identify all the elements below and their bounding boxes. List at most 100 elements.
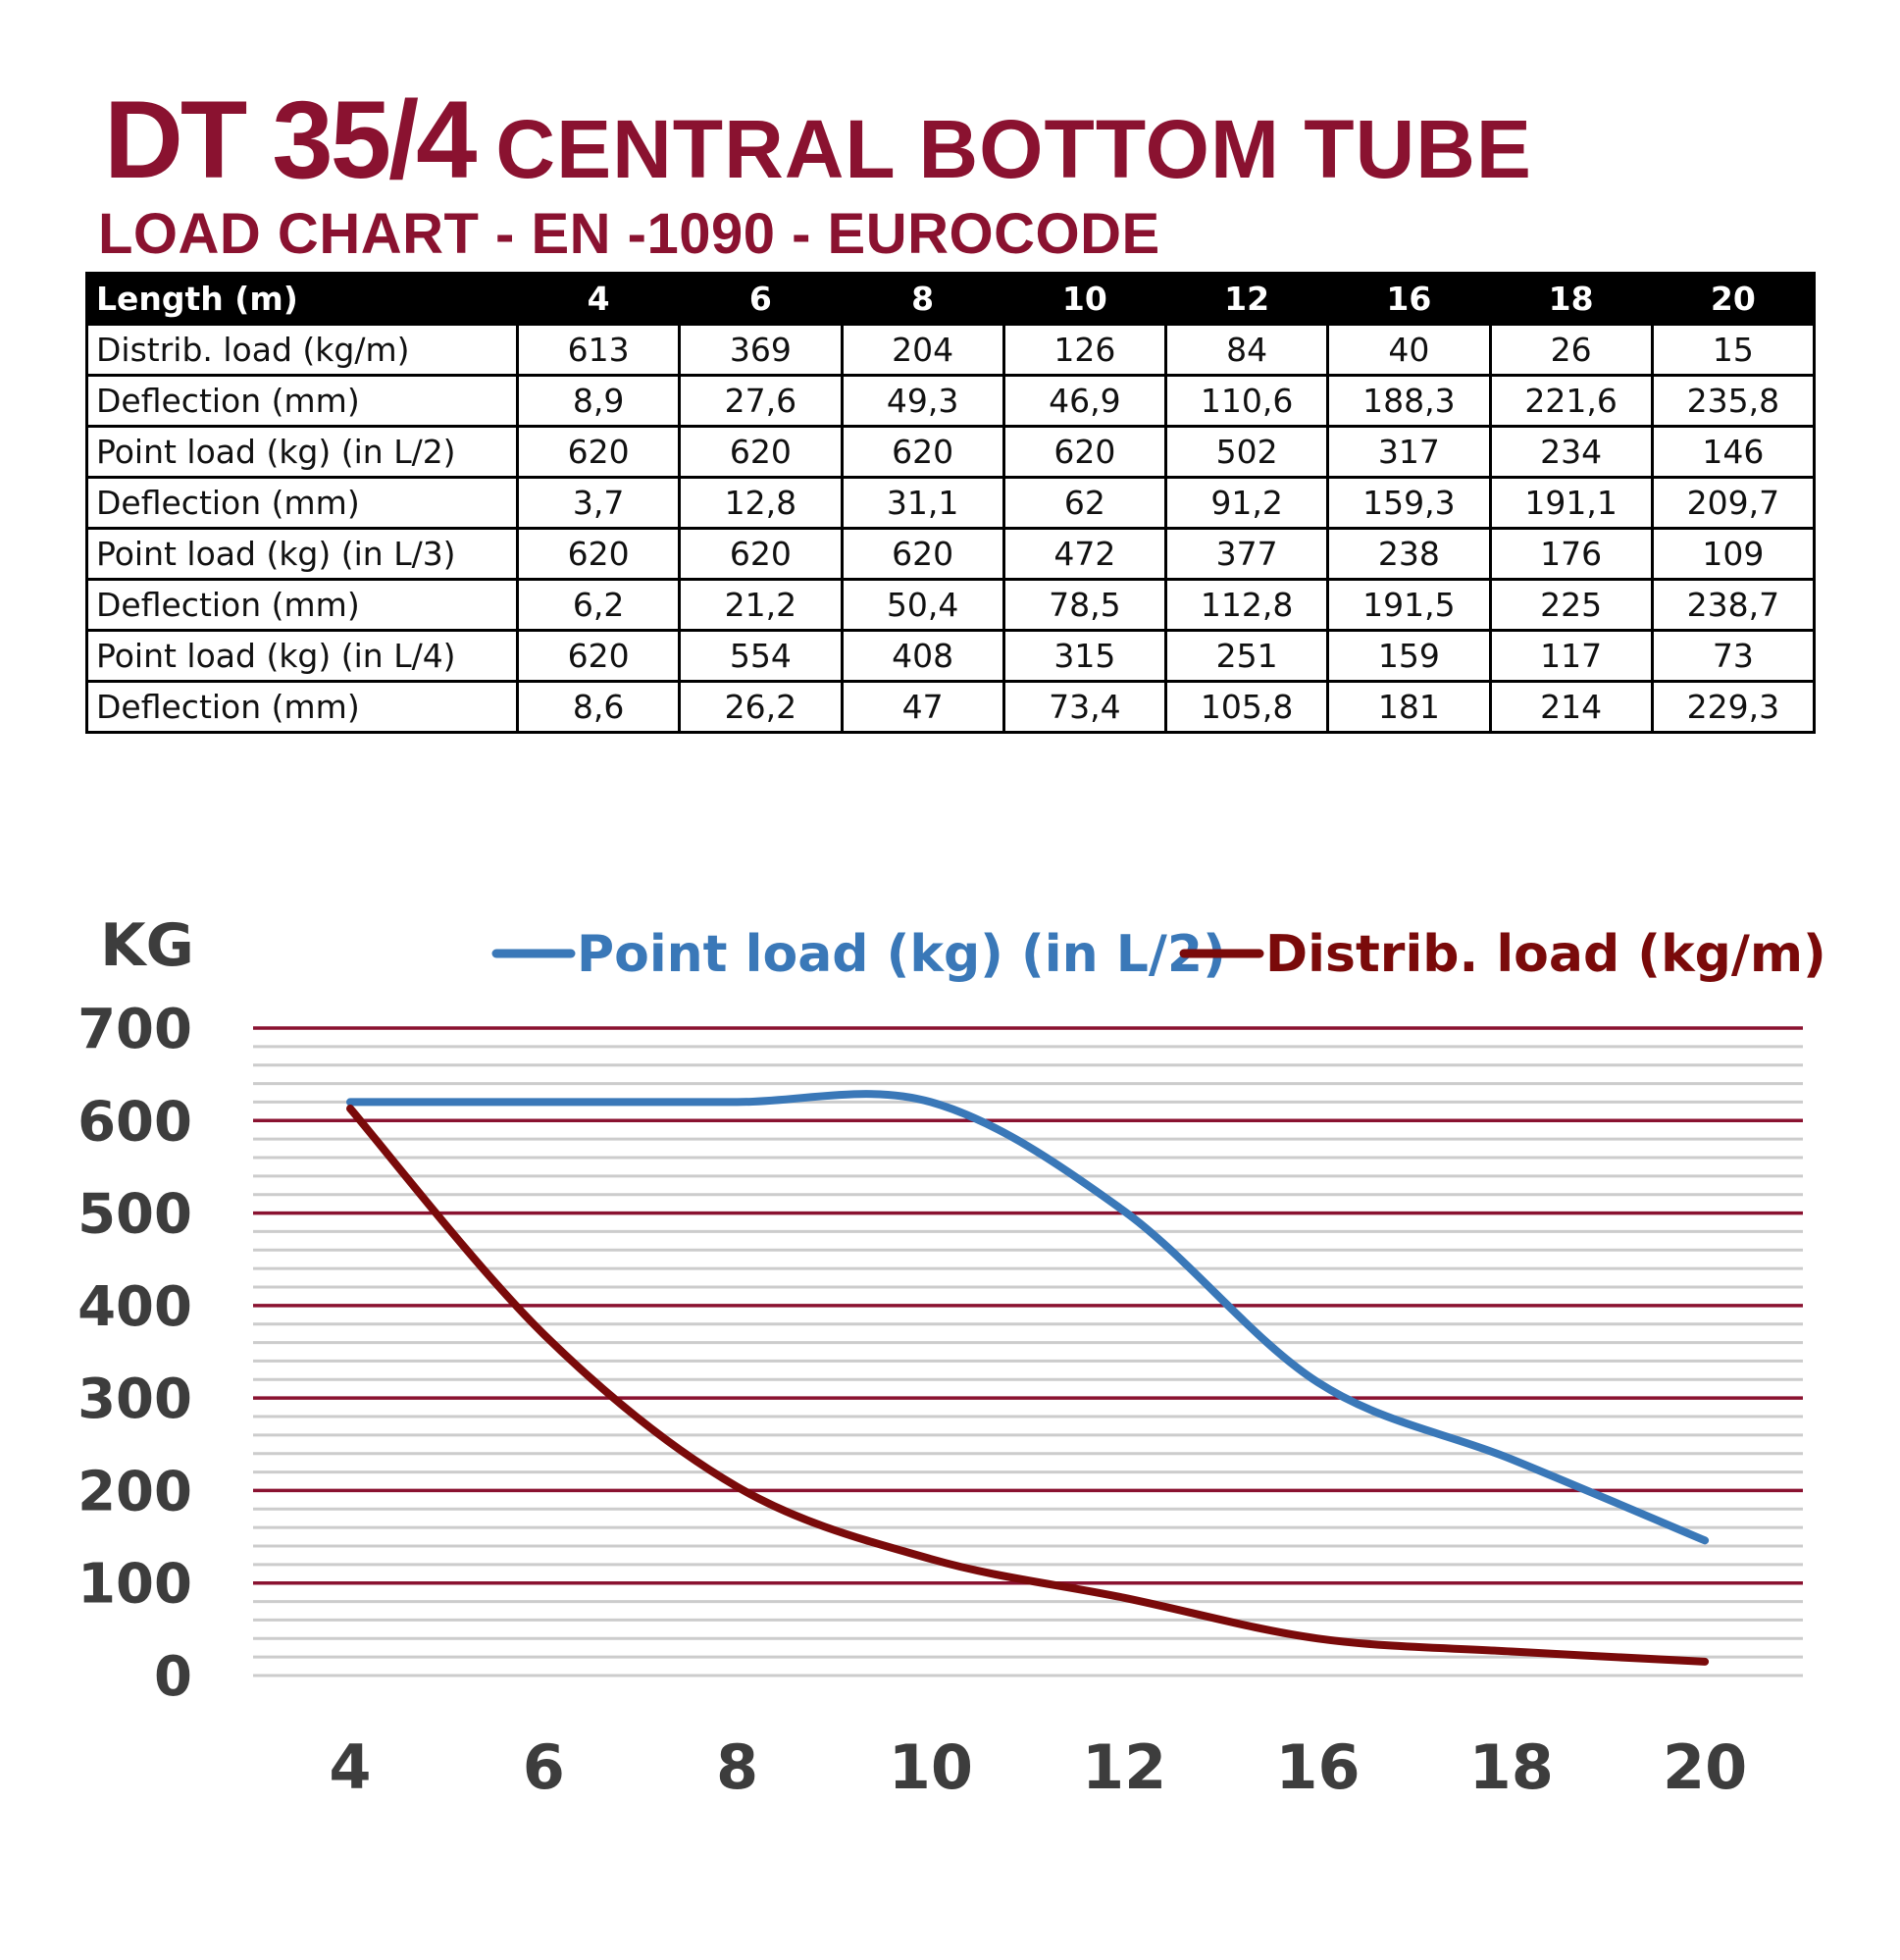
table-cell: 214 [1488, 680, 1654, 734]
table-cell: 146 [1650, 425, 1817, 479]
model-name: DT 35/4 [104, 78, 477, 201]
legend: Point load (kg) (in L/2) Distrib. load (… [491, 925, 1826, 984]
table-cell: 15 [1650, 323, 1817, 377]
table-cell: 31,1 [840, 476, 1005, 530]
product-name: CENTRAL BOTTOM TUBE [495, 103, 1532, 195]
table-cell: 221,6 [1488, 374, 1654, 428]
x-tick-label: 8 [716, 1731, 758, 1803]
table-cell: 26 [1488, 323, 1654, 377]
header-length-label: Length (m) [85, 272, 519, 326]
y-axis-ticks: 0 100 200 300 400 500 600 700 [77, 998, 192, 1709]
table-cell: 78,5 [1001, 578, 1168, 632]
table-cell: 377 [1163, 527, 1330, 581]
table-cell: 620 [515, 425, 682, 479]
y-tick-label: 500 [77, 1183, 192, 1247]
table-cell: 620 [1001, 425, 1168, 479]
table-cell: 46,9 [1001, 374, 1168, 428]
header-length: 20 [1650, 272, 1817, 326]
table-row: Point load (kg) (in L/4) 620 554 408 315 251 1… [85, 629, 1817, 683]
table-cell: 73 [1650, 629, 1817, 683]
y-tick-label: 300 [77, 1367, 192, 1431]
table-cell: 176 [1488, 527, 1654, 581]
series-lines [346, 1090, 1710, 1666]
table-cell: 159 [1326, 629, 1492, 683]
table-cell: 91,2 [1163, 476, 1330, 530]
table-cell: 317 [1326, 425, 1492, 479]
table-cell: 105,8 [1163, 680, 1330, 734]
table-cell: 315 [1001, 629, 1168, 683]
table-cell: 159,3 [1326, 476, 1492, 530]
table-cell: 117 [1488, 629, 1654, 683]
y-tick-label: 100 [77, 1553, 192, 1617]
table-cell: 112,8 [1163, 578, 1330, 632]
y-tick-label: 700 [77, 998, 192, 1061]
x-tick-label: 10 [889, 1731, 973, 1803]
x-axis-ticks: 4 6 8 10 12 16 18 20 [329, 1731, 1747, 1803]
row-label: Distrib. load (kg/m) [85, 323, 519, 377]
table-row: Deflection (mm) 8,9 27,6 49,3 46,9 110,6 188,3… [85, 374, 1817, 428]
table-cell: 620 [678, 527, 844, 581]
header-length: 18 [1488, 272, 1654, 326]
x-tick-label: 16 [1275, 1731, 1360, 1803]
series-line-distrib-load [346, 1105, 1710, 1666]
table-cell: 26,2 [678, 680, 844, 734]
table-cell: 225 [1488, 578, 1654, 632]
table-cell: 126 [1001, 323, 1168, 377]
table-cell: 251 [1163, 629, 1330, 683]
legend-label-distrib-load: Distrib. load (kg/m) [1265, 925, 1826, 984]
table-cell: 620 [840, 425, 1005, 479]
table-cell: 84 [1163, 323, 1330, 377]
y-tick-label: 200 [77, 1460, 192, 1523]
header-length: 6 [678, 272, 844, 326]
table-cell: 188,3 [1326, 374, 1492, 428]
table-cell: 12,8 [678, 476, 844, 530]
table-cell: 40 [1326, 323, 1492, 377]
table-row: Deflection (mm) 8,6 26,2 47 73,4 105,8 181 214 2… [85, 680, 1817, 734]
table-cell: 620 [515, 629, 682, 683]
row-label: Deflection (mm) [85, 578, 519, 632]
table-cell: 109 [1650, 527, 1817, 581]
table-cell: 191,5 [1326, 578, 1492, 632]
x-tick-label: 4 [329, 1731, 371, 1803]
row-label: Point load (kg) (in L/3) [85, 527, 519, 581]
table-row: Point load (kg) (in L/3) 620 620 620 472 377 2… [85, 527, 1817, 581]
table-cell: 3,7 [515, 476, 682, 530]
legend-label-point-load: Point load (kg) (in L/2) [577, 925, 1226, 984]
table-cell: 47 [840, 680, 1005, 734]
y-tick-label: 600 [77, 1090, 192, 1154]
table-cell: 369 [678, 323, 844, 377]
page-title: DT 35/4 CENTRAL BOTTOM TUBE [104, 77, 1532, 203]
table-row: Deflection (mm) 6,2 21,2 50,4 78,5 112,8 191,5… [85, 578, 1817, 632]
table-cell: 235,8 [1650, 374, 1817, 428]
header-length: 4 [515, 272, 682, 326]
table-row: Deflection (mm) 3,7 12,8 31,1 62 91,2 159,3 191… [85, 476, 1817, 530]
table-cell: 50,4 [840, 578, 1005, 632]
table-cell: 49,3 [840, 374, 1005, 428]
row-label: Deflection (mm) [85, 476, 519, 530]
table-cell: 73,4 [1001, 680, 1168, 734]
table-cell: 8,6 [515, 680, 682, 734]
table-cell: 502 [1163, 425, 1330, 479]
header-length: 8 [840, 272, 1005, 326]
table-cell: 181 [1326, 680, 1492, 734]
table-cell: 110,6 [1163, 374, 1330, 428]
x-tick-label: 12 [1082, 1731, 1166, 1803]
table-cell: 238 [1326, 527, 1492, 581]
table-row: Distrib. load (kg/m) 613 369 204 126 84 40 26 15 [85, 323, 1817, 377]
table-cell: 21,2 [678, 578, 844, 632]
grid [253, 1026, 1803, 1677]
header-length: 12 [1163, 272, 1330, 326]
table-cell: 8,9 [515, 374, 682, 428]
x-tick-label: 18 [1469, 1731, 1554, 1803]
x-tick-label: 6 [523, 1731, 565, 1803]
table-cell: 620 [678, 425, 844, 479]
table-cell: 234 [1488, 425, 1654, 479]
y-tick-label: 400 [77, 1275, 192, 1339]
page-subtitle: LOAD CHART - EN -1090 - EUROCODE [98, 202, 1160, 266]
table-cell: 620 [515, 527, 682, 581]
table-cell: 62 [1001, 476, 1168, 530]
title-block: DT 35/4 CENTRAL BOTTOM TUBE [104, 77, 1532, 203]
header-length: 10 [1001, 272, 1168, 326]
table-cell: 620 [840, 527, 1005, 581]
